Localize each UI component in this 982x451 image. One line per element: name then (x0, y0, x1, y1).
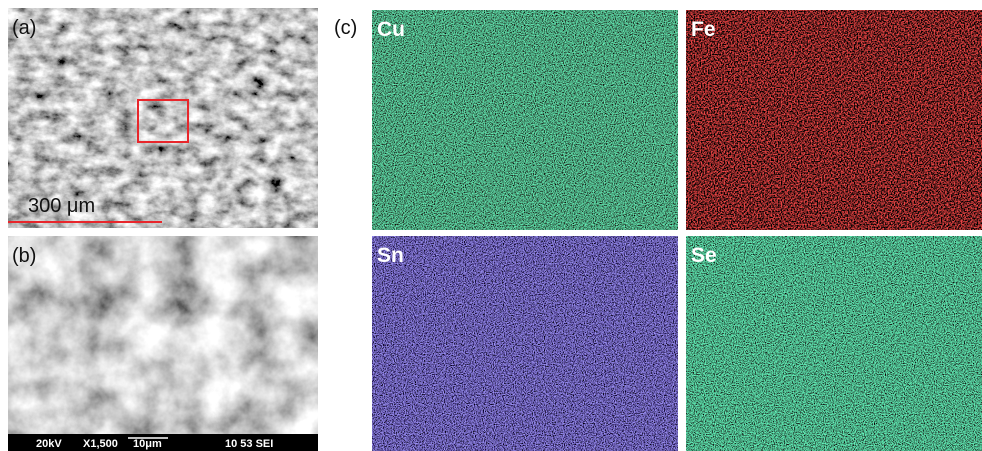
eds-map-cu (372, 10, 678, 230)
info-text: 10μm (133, 438, 162, 450)
scale-label: 300 μm (28, 195, 95, 217)
figure: (a) 300 μm (b) 20kV X1,500 10μm 10 53 SE… (0, 0, 982, 451)
panel-label: (a) (12, 17, 36, 39)
info-text: 10 53 SEI (225, 438, 273, 450)
panel-label: (b) (12, 245, 36, 267)
info-text: X1,500 (83, 438, 118, 450)
info-text: 20kV (36, 438, 62, 450)
page: (a) 300 μm (b) 20kV X1,500 10μm 10 53 SE… (0, 0, 982, 451)
panel-label: (c) (334, 17, 357, 39)
eds-map-fe (686, 10, 982, 230)
sem-image-b (8, 236, 318, 434)
element-label: Sn (377, 244, 404, 267)
element-label: Se (691, 244, 717, 267)
element-label: Cu (377, 18, 405, 41)
eds-map-sn (372, 236, 678, 451)
element-label: Fe (691, 18, 716, 41)
eds-map-se (686, 236, 982, 451)
